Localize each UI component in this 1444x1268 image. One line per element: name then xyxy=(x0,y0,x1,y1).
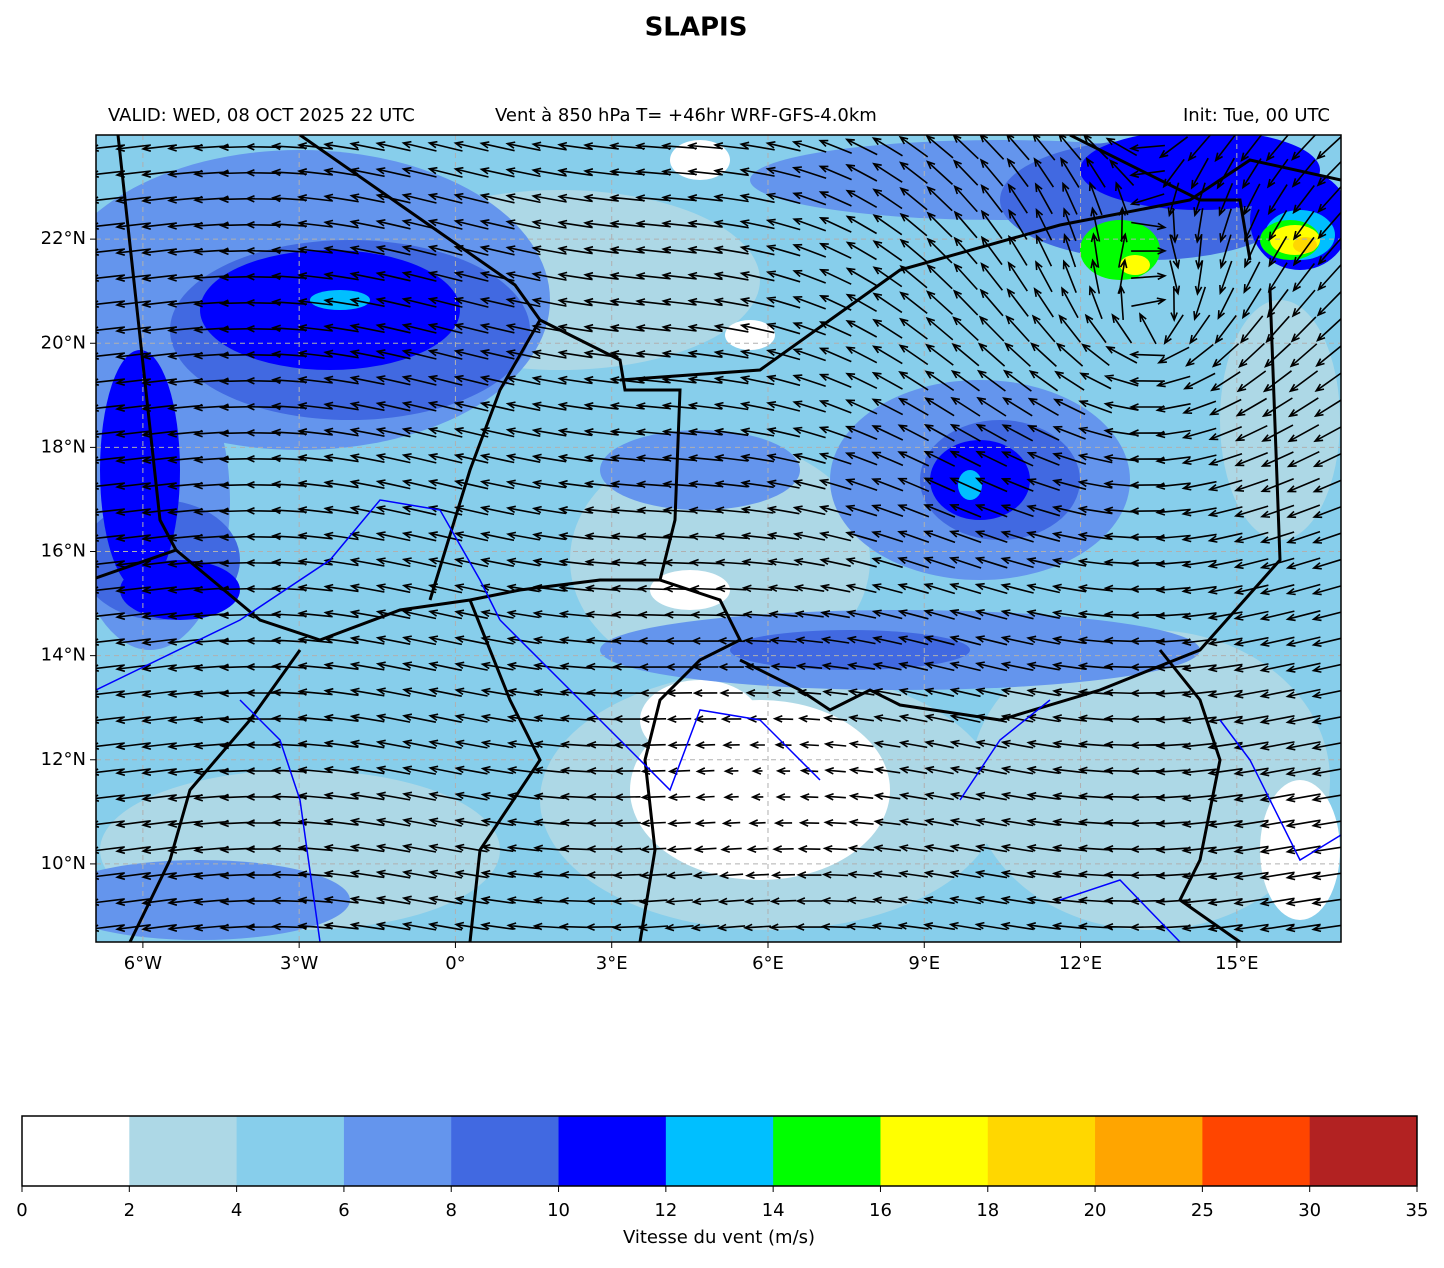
colorbar-bin xyxy=(22,1116,130,1186)
colorbar-tick-label: 20 xyxy=(1084,1200,1107,1221)
y-tick-label: 18°N xyxy=(41,436,86,457)
shading xyxy=(1120,255,1150,275)
colorbar-bin xyxy=(451,1116,560,1186)
valid-time: VALID: WED, 08 OCT 2025 22 UTC xyxy=(108,105,415,126)
x-tick-label: 0° xyxy=(445,953,465,974)
colorbar-bin xyxy=(1309,1116,1418,1186)
shading xyxy=(958,470,982,500)
x-tick-label: 3°E xyxy=(596,953,628,974)
shading xyxy=(200,250,460,370)
colorbar-tick-label: 2 xyxy=(124,1200,135,1221)
shading xyxy=(600,430,800,510)
y-tick-label: 10°N xyxy=(41,853,86,874)
shading xyxy=(1080,220,1160,280)
colorbar-tick-label: 30 xyxy=(1298,1200,1321,1221)
colorbar-bin xyxy=(665,1116,774,1186)
x-tick-label: 6°W xyxy=(124,953,162,974)
colorbar-bin xyxy=(773,1116,881,1186)
wind-field xyxy=(96,135,1341,942)
x-tick-label: 15°E xyxy=(1215,953,1258,974)
title: SLAPIS xyxy=(645,13,748,43)
y-tick-label: 14°N xyxy=(41,645,86,666)
map-frame xyxy=(95,134,1342,943)
rivers xyxy=(96,499,1341,942)
colorbar-bin xyxy=(1202,1116,1311,1186)
y-tick-label: 22°N xyxy=(41,228,86,249)
x-tick-label: 3°W xyxy=(280,953,318,974)
colorbar-tick-label: 12 xyxy=(654,1200,677,1221)
colorbar-tick-label: 25 xyxy=(1191,1200,1214,1221)
colorbar-tick-label: 6 xyxy=(338,1200,349,1221)
colorbar-bin xyxy=(236,1116,345,1186)
shading xyxy=(970,630,1330,930)
colorbar-tick-label: 16 xyxy=(869,1200,892,1221)
shading xyxy=(310,290,370,310)
shading xyxy=(640,680,760,760)
y-tick-label: 16°N xyxy=(41,541,86,562)
wind-arrows xyxy=(96,135,1341,933)
init-time: Init: Tue, 00 UTC xyxy=(1183,105,1330,126)
colorbar-tick-label: 0 xyxy=(16,1200,27,1221)
y-tick-label: 12°N xyxy=(41,749,86,770)
colorbar-tick-label: 10 xyxy=(547,1200,570,1221)
colorbar-bin xyxy=(987,1116,1096,1186)
x-tick-label: 6°E xyxy=(752,953,784,974)
shading xyxy=(1220,300,1340,540)
borders xyxy=(96,135,1341,942)
shading xyxy=(725,320,775,350)
colorbar-bin xyxy=(129,1116,238,1186)
colorbar-frame xyxy=(21,1115,1418,1187)
colorbar-tick-label: 14 xyxy=(762,1200,785,1221)
colorbar-label: Vitesse du vent (m/s) xyxy=(623,1227,815,1248)
colorbar-tick-label: 4 xyxy=(231,1200,242,1221)
colorbar-bin xyxy=(558,1116,667,1186)
colorbar-tick-label: 18 xyxy=(976,1200,999,1221)
colorbar-tick-label: 8 xyxy=(446,1200,457,1221)
y-tick-label: 20°N xyxy=(41,332,86,353)
x-tick-label: 12°E xyxy=(1059,953,1102,974)
colorbar-bin xyxy=(343,1116,452,1186)
colorbar-bin xyxy=(880,1116,989,1186)
description: Vent à 850 hPa T= +46hr WRF-GFS-4.0km xyxy=(495,105,877,126)
colorbar-tick-label: 35 xyxy=(1406,1200,1429,1221)
x-tick-label: 9°E xyxy=(908,953,940,974)
colorbar-bin xyxy=(1095,1116,1203,1186)
